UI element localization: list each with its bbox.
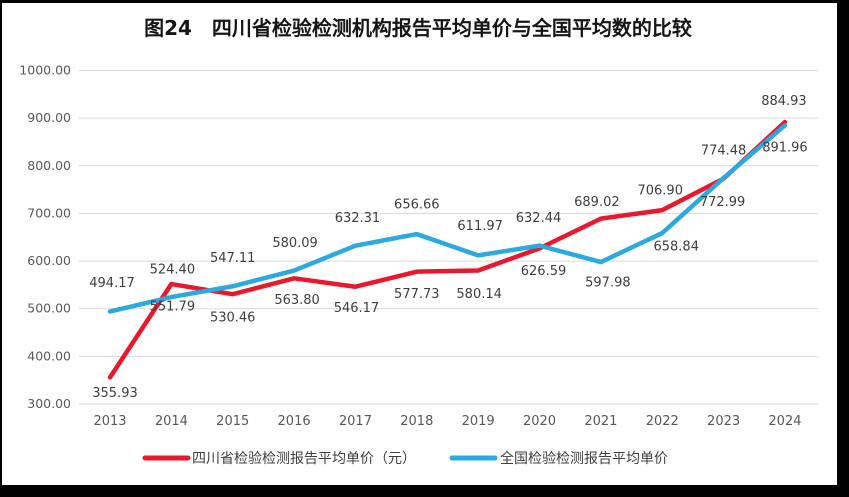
data-labels: 355.93 551.79 530.46 563.80 546.17 577.73 580.… bbox=[89, 94, 807, 401]
data-label: 611.97 bbox=[457, 219, 503, 234]
data-label: 563.80 bbox=[274, 293, 320, 308]
x-tick-label: 2024 bbox=[768, 414, 801, 429]
data-label: 524.40 bbox=[150, 263, 196, 278]
data-label: 580.14 bbox=[456, 287, 502, 302]
legend-label-national: 全国检验检测报告平均单价 bbox=[500, 450, 668, 467]
data-label: 706.90 bbox=[637, 184, 683, 199]
x-tick-label: 2021 bbox=[584, 414, 617, 429]
x-tick-label: 2023 bbox=[707, 414, 740, 429]
series-lines bbox=[107, 119, 788, 380]
data-label: 626.59 bbox=[521, 264, 567, 279]
y-axis-labels: 300.00 400.00 500.00 600.00 700.00 800.00 900.… bbox=[19, 63, 71, 412]
x-tick-label: 2018 bbox=[400, 414, 433, 429]
data-label: 884.93 bbox=[761, 94, 807, 109]
data-label: 580.09 bbox=[272, 236, 318, 251]
y-tick-label: 1000.00 bbox=[19, 63, 71, 78]
data-label: 355.93 bbox=[92, 386, 138, 401]
data-label: 494.17 bbox=[89, 276, 135, 291]
legend-label-sichuan: 四川省检验检测报告平均单价（元） bbox=[192, 451, 416, 467]
y-tick-label: 700.00 bbox=[27, 205, 71, 220]
data-label: 689.02 bbox=[574, 195, 620, 210]
y-tick-label: 500.00 bbox=[27, 301, 71, 316]
x-tick-label: 2014 bbox=[155, 414, 188, 429]
y-tick-label: 300.00 bbox=[27, 396, 71, 411]
gridlines bbox=[79, 70, 818, 405]
data-label: 772.99 bbox=[700, 195, 746, 210]
x-tick-label: 2019 bbox=[462, 414, 495, 429]
data-label: 891.96 bbox=[762, 140, 808, 155]
x-tick-label: 2022 bbox=[646, 414, 679, 429]
series-line-1 bbox=[107, 123, 788, 314]
x-axis-labels: 2013 2014 2015 2016 2017 2018 2019 2020 2021 2022… bbox=[93, 414, 801, 429]
y-tick-label: 400.00 bbox=[27, 348, 71, 363]
x-tick-label: 2013 bbox=[93, 414, 126, 429]
data-label: 774.48 bbox=[701, 143, 747, 158]
legend: 四川省检验检测报告平均单价（元） 全国检验检测报告平均单价 bbox=[142, 450, 668, 467]
x-tick-label: 2016 bbox=[278, 414, 311, 429]
data-label: 656.66 bbox=[394, 198, 440, 213]
data-label: 546.17 bbox=[334, 301, 380, 316]
y-tick-label: 600.00 bbox=[27, 253, 71, 268]
data-label: 632.44 bbox=[516, 211, 562, 226]
x-tick-label: 2017 bbox=[339, 414, 372, 429]
data-label: 597.98 bbox=[585, 276, 631, 291]
series-line-0 bbox=[107, 119, 788, 380]
chart-card bbox=[2, 3, 837, 485]
data-label: 658.84 bbox=[653, 240, 699, 255]
data-label: 577.73 bbox=[394, 287, 440, 302]
y-tick-label: 800.00 bbox=[27, 158, 71, 173]
data-label: 551.79 bbox=[150, 300, 196, 315]
chart-title: 图24 四川省检验检测机构报告平均单价与全国平均数的比较 bbox=[144, 16, 692, 40]
y-tick-label: 900.00 bbox=[27, 110, 71, 125]
data-label: 547.11 bbox=[210, 251, 256, 266]
x-tick-label: 2020 bbox=[523, 414, 556, 429]
data-label: 530.46 bbox=[210, 311, 256, 326]
data-label: 632.31 bbox=[335, 211, 381, 226]
x-tick-label: 2015 bbox=[216, 414, 249, 429]
